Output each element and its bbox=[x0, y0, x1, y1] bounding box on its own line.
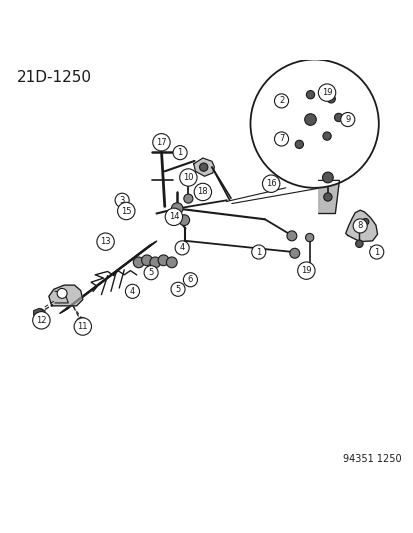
Text: 16: 16 bbox=[265, 179, 276, 188]
Circle shape bbox=[178, 215, 189, 225]
Circle shape bbox=[250, 60, 378, 188]
Circle shape bbox=[326, 95, 335, 103]
Polygon shape bbox=[345, 210, 377, 241]
Circle shape bbox=[117, 203, 135, 220]
Circle shape bbox=[133, 257, 144, 268]
Circle shape bbox=[183, 194, 192, 203]
Text: 3: 3 bbox=[119, 196, 124, 205]
Circle shape bbox=[323, 193, 331, 201]
Text: 6: 6 bbox=[188, 275, 192, 284]
Text: 19: 19 bbox=[321, 88, 332, 97]
Polygon shape bbox=[193, 158, 214, 176]
Text: 9: 9 bbox=[344, 115, 349, 124]
Circle shape bbox=[57, 288, 67, 298]
Circle shape bbox=[294, 140, 303, 149]
Text: 21D-1250: 21D-1250 bbox=[17, 70, 91, 85]
Text: 8: 8 bbox=[357, 221, 362, 230]
Text: 5: 5 bbox=[148, 268, 153, 277]
Text: 11: 11 bbox=[77, 322, 88, 331]
Circle shape bbox=[76, 318, 86, 327]
Text: 17: 17 bbox=[156, 138, 166, 147]
Circle shape bbox=[152, 134, 170, 151]
Circle shape bbox=[318, 84, 335, 101]
Circle shape bbox=[165, 208, 182, 225]
Circle shape bbox=[150, 257, 160, 268]
Text: 1: 1 bbox=[373, 247, 378, 256]
Circle shape bbox=[274, 94, 288, 108]
Circle shape bbox=[352, 219, 366, 233]
Polygon shape bbox=[283, 114, 297, 130]
Circle shape bbox=[166, 257, 177, 268]
Text: 4: 4 bbox=[130, 287, 135, 296]
Circle shape bbox=[369, 245, 383, 259]
Circle shape bbox=[297, 262, 314, 279]
Circle shape bbox=[171, 203, 183, 214]
Polygon shape bbox=[33, 308, 45, 318]
Circle shape bbox=[262, 175, 279, 192]
Circle shape bbox=[286, 231, 296, 241]
Circle shape bbox=[33, 312, 50, 329]
Circle shape bbox=[361, 219, 368, 225]
Text: 14: 14 bbox=[168, 212, 179, 221]
Circle shape bbox=[322, 172, 332, 183]
Polygon shape bbox=[49, 285, 83, 306]
Circle shape bbox=[289, 248, 299, 258]
Circle shape bbox=[158, 255, 169, 265]
Circle shape bbox=[125, 284, 139, 298]
Circle shape bbox=[306, 91, 314, 99]
Circle shape bbox=[183, 273, 197, 287]
Circle shape bbox=[179, 169, 197, 186]
Polygon shape bbox=[318, 180, 339, 214]
Text: 1: 1 bbox=[177, 148, 182, 157]
Text: 4: 4 bbox=[179, 244, 184, 252]
Circle shape bbox=[115, 193, 129, 207]
Circle shape bbox=[340, 112, 354, 126]
Circle shape bbox=[97, 233, 114, 251]
Circle shape bbox=[171, 282, 185, 296]
Circle shape bbox=[199, 163, 207, 171]
Text: 5: 5 bbox=[175, 285, 180, 294]
Circle shape bbox=[334, 114, 342, 122]
Text: 94351 1250: 94351 1250 bbox=[342, 455, 401, 464]
Text: 18: 18 bbox=[197, 188, 208, 197]
Text: 13: 13 bbox=[100, 237, 111, 246]
Circle shape bbox=[251, 245, 265, 259]
Circle shape bbox=[355, 240, 362, 247]
Circle shape bbox=[274, 132, 288, 146]
Text: 15: 15 bbox=[121, 206, 131, 215]
Text: 12: 12 bbox=[36, 316, 47, 325]
Text: 1: 1 bbox=[256, 247, 261, 256]
Circle shape bbox=[141, 255, 152, 265]
Circle shape bbox=[144, 265, 158, 280]
Text: 10: 10 bbox=[183, 173, 193, 182]
Text: 7: 7 bbox=[278, 134, 283, 143]
Text: 2: 2 bbox=[278, 96, 283, 106]
Circle shape bbox=[305, 233, 313, 241]
Ellipse shape bbox=[338, 115, 347, 119]
Circle shape bbox=[194, 183, 211, 200]
Circle shape bbox=[175, 241, 189, 255]
Circle shape bbox=[353, 221, 364, 231]
Circle shape bbox=[173, 146, 187, 160]
Circle shape bbox=[322, 132, 330, 140]
Circle shape bbox=[304, 114, 316, 125]
Circle shape bbox=[74, 318, 91, 335]
Text: 19: 19 bbox=[300, 266, 311, 275]
